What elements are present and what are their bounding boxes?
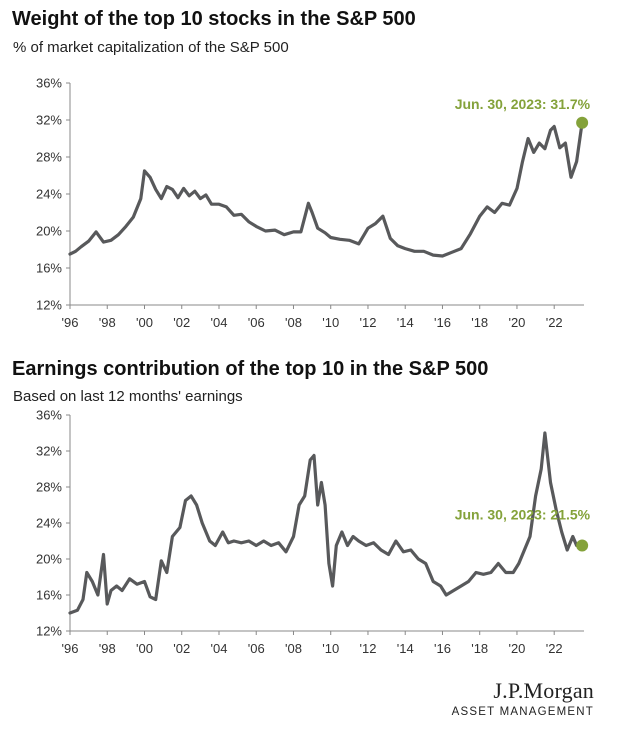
y-tick-label: 20% xyxy=(36,224,62,239)
x-tick-label: '00 xyxy=(136,315,153,330)
y-tick-label: 24% xyxy=(36,187,62,202)
chart-subtitle: Based on last 12 months' earnings xyxy=(13,388,243,405)
x-tick-label: '16 xyxy=(434,641,451,656)
y-tick-label: 36% xyxy=(36,408,62,423)
y-tick-label: 32% xyxy=(36,113,62,128)
x-tick-label: '96 xyxy=(62,641,79,656)
series-line xyxy=(68,431,584,615)
highlight-label: Jun. 30, 2023: 31.7% xyxy=(455,96,591,112)
x-tick-label: '08 xyxy=(285,315,302,330)
x-tick-label: '98 xyxy=(99,641,116,656)
y-tick-label: 12% xyxy=(36,298,62,313)
x-tick-label: '18 xyxy=(471,315,488,330)
chart-1: Weight of the top 10 stocks in the S&P 5… xyxy=(0,0,640,350)
y-tick-label: 36% xyxy=(36,76,62,91)
x-tick-label: '02 xyxy=(173,315,190,330)
y-tick-label: 16% xyxy=(36,261,62,276)
x-tick-label: '96 xyxy=(62,315,79,330)
x-tick-label: '06 xyxy=(248,315,265,330)
x-tick-label: '08 xyxy=(285,641,302,656)
chart-plot: 12% 16% 20% 24% 28% 32% 36% '96 '98 '00 '02 '04 '06 '… xyxy=(36,76,591,331)
y-tick-label: 32% xyxy=(36,444,62,459)
x-tick-label: '12 xyxy=(359,641,376,656)
chart-2: Earnings contribution of the top 10 in t… xyxy=(0,350,640,680)
x-tick-label: '06 xyxy=(248,641,265,656)
x-tick-label: '00 xyxy=(136,641,153,656)
brand-name: J.P.Morgan xyxy=(493,678,594,703)
y-tick-label: 28% xyxy=(36,150,62,165)
x-tick-label: '22 xyxy=(546,315,563,330)
x-tick-label: '02 xyxy=(173,641,190,656)
x-tick-label: '14 xyxy=(397,315,414,330)
y-tick-label: 20% xyxy=(36,552,62,567)
x-tick-label: '16 xyxy=(434,315,451,330)
y-tick-label: 28% xyxy=(36,480,62,495)
chart-subtitle: % of market capitalization of the S&P 50… xyxy=(13,39,289,56)
x-tick-label: '20 xyxy=(508,315,525,330)
x-tick-label: '12 xyxy=(359,315,376,330)
x-tick-label: '04 xyxy=(211,641,228,656)
highlight-point xyxy=(576,539,589,552)
y-tick-label: 16% xyxy=(36,588,62,603)
y-tick-label: 24% xyxy=(36,516,62,531)
chart-title: Earnings contribution of the top 10 in t… xyxy=(12,358,489,380)
x-tick-label: '98 xyxy=(99,315,116,330)
x-tick-label: '10 xyxy=(322,315,339,330)
x-tick-label: '22 xyxy=(546,641,563,656)
x-tick-label: '04 xyxy=(211,315,228,330)
chart-plot: 12% 16% 20% 24% 28% 32% 36% '96 '98 '00 '02 '04 '06 '… xyxy=(36,408,591,657)
highlight-point xyxy=(576,116,589,129)
y-tick-label: 12% xyxy=(36,624,62,639)
x-tick-label: '14 xyxy=(397,641,414,656)
series-line xyxy=(68,121,584,258)
highlight-label: Jun. 30, 2023: 21.5% xyxy=(455,507,591,523)
x-tick-label: '20 xyxy=(508,641,525,656)
x-tick-label: '18 xyxy=(471,641,488,656)
chart-title: Weight of the top 10 stocks in the S&P 5… xyxy=(12,8,416,30)
brand-subtitle: ASSET MANAGEMENT xyxy=(451,706,594,718)
jpmorgan-logo: J.P.Morgan ASSET MANAGEMENT xyxy=(452,678,594,718)
x-tick-label: '10 xyxy=(322,641,339,656)
